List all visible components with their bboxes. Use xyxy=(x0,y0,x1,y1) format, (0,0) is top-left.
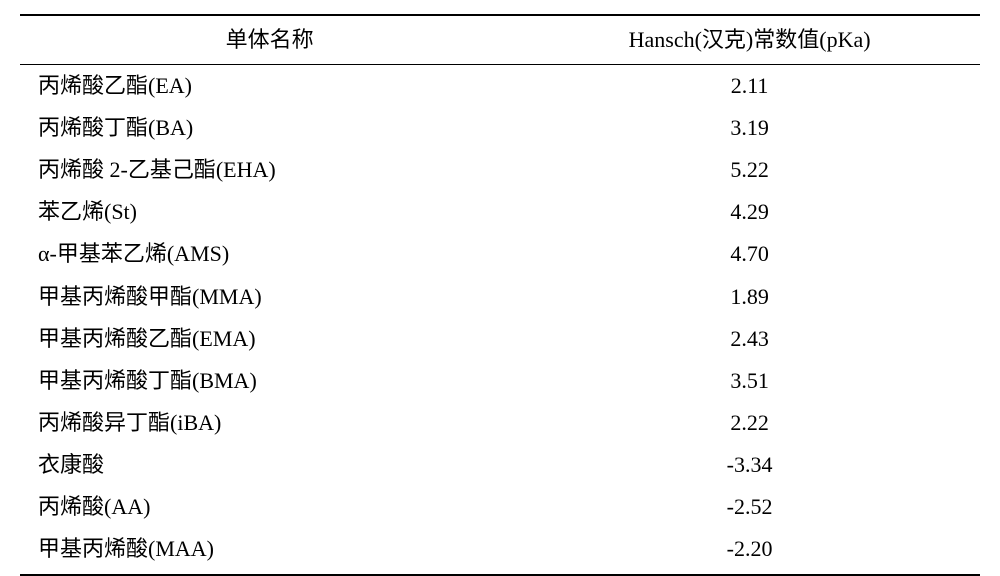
cell-value: -2.20 xyxy=(519,528,980,575)
table-row: 丙烯酸 2-乙基己酯(EHA) 5.22 xyxy=(20,149,980,191)
table-header-row: 单体名称 Hansch(汉克)常数值(pKa) xyxy=(20,15,980,65)
cell-name: 丙烯酸 2-乙基己酯(EHA) xyxy=(20,149,519,191)
table-row: 甲基丙烯酸乙酯(EMA) 2.43 xyxy=(20,317,980,359)
cell-name: α-甲基苯乙烯(AMS) xyxy=(20,233,519,275)
table-row: 丙烯酸丁酯(BA) 3.19 xyxy=(20,107,980,149)
cell-name: 甲基丙烯酸乙酯(EMA) xyxy=(20,317,519,359)
table-row: 苯乙烯(St) 4.29 xyxy=(20,191,980,233)
cell-value: 2.11 xyxy=(519,65,980,108)
table-row: 甲基丙烯酸丁酯(BMA) 3.51 xyxy=(20,359,980,401)
table-row: 丙烯酸乙酯(EA) 2.11 xyxy=(20,65,980,108)
cell-name: 丙烯酸乙酯(EA) xyxy=(20,65,519,108)
cell-name: 丙烯酸(AA) xyxy=(20,486,519,528)
cell-value: 1.89 xyxy=(519,275,980,317)
cell-name: 丙烯酸丁酯(BA) xyxy=(20,107,519,149)
table-row: 甲基丙烯酸甲酯(MMA) 1.89 xyxy=(20,275,980,317)
table-row: 甲基丙烯酸(MAA) -2.20 xyxy=(20,528,980,575)
cell-value: 4.29 xyxy=(519,191,980,233)
table-row: 丙烯酸(AA) -2.52 xyxy=(20,486,980,528)
cell-value: 5.22 xyxy=(519,149,980,191)
table-row: α-甲基苯乙烯(AMS) 4.70 xyxy=(20,233,980,275)
cell-name: 苯乙烯(St) xyxy=(20,191,519,233)
data-table-container: 单体名称 Hansch(汉克)常数值(pKa) 丙烯酸乙酯(EA) 2.11 丙… xyxy=(0,0,1000,544)
table-row: 丙烯酸异丁酯(iBA) 2.22 xyxy=(20,402,980,444)
cell-value: 2.43 xyxy=(519,317,980,359)
data-table: 单体名称 Hansch(汉克)常数值(pKa) 丙烯酸乙酯(EA) 2.11 丙… xyxy=(20,14,980,576)
cell-name: 甲基丙烯酸丁酯(BMA) xyxy=(20,359,519,401)
cell-name: 甲基丙烯酸甲酯(MMA) xyxy=(20,275,519,317)
cell-value: 4.70 xyxy=(519,233,980,275)
col-header-value: Hansch(汉克)常数值(pKa) xyxy=(519,15,980,65)
cell-value: -2.52 xyxy=(519,486,980,528)
cell-name: 丙烯酸异丁酯(iBA) xyxy=(20,402,519,444)
cell-value: 2.22 xyxy=(519,402,980,444)
cell-name: 甲基丙烯酸(MAA) xyxy=(20,528,519,575)
cell-value: 3.51 xyxy=(519,359,980,401)
cell-name: 衣康酸 xyxy=(20,444,519,486)
col-header-name: 单体名称 xyxy=(20,15,519,65)
cell-value: -3.34 xyxy=(519,444,980,486)
table-row: 衣康酸 -3.34 xyxy=(20,444,980,486)
cell-value: 3.19 xyxy=(519,107,980,149)
table-body: 丙烯酸乙酯(EA) 2.11 丙烯酸丁酯(BA) 3.19 丙烯酸 2-乙基己酯… xyxy=(20,65,980,575)
